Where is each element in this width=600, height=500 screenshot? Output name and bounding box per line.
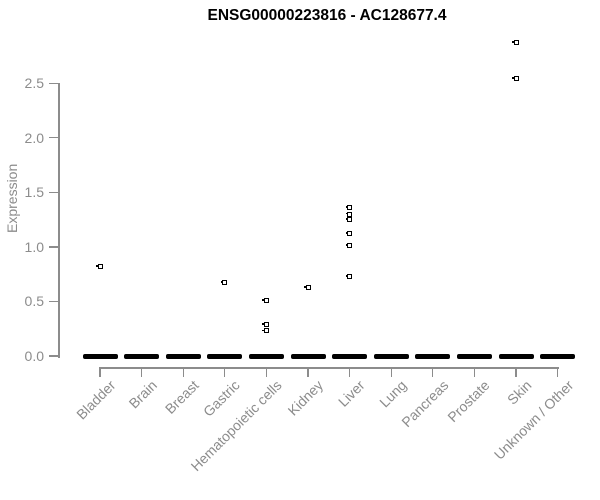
x-category-label: Unknown / Other — [490, 377, 576, 463]
zero-expression-cluster — [415, 353, 451, 359]
data-point — [345, 231, 353, 237]
zero-expression-cluster — [332, 353, 368, 359]
zero-expression-cluster — [290, 353, 326, 359]
y-tick-label: 1.0 — [24, 238, 44, 255]
x-tick-mark — [473, 368, 476, 377]
y-tick-mark — [49, 355, 59, 357]
x-tick-mark — [307, 368, 309, 377]
data-point — [262, 297, 269, 303]
data-point — [345, 211, 353, 217]
y-tick-mark — [49, 82, 59, 84]
x-category-label: Bladder — [72, 377, 119, 423]
zero-expression-cluster — [165, 353, 201, 359]
x-category-label: Skin — [503, 377, 535, 408]
y-tick-label: 1.5 — [24, 184, 44, 201]
y-tick-mark — [49, 191, 59, 194]
x-axis-line — [99, 367, 559, 369]
zero-expression-cluster — [498, 353, 534, 359]
zero-expression-cluster — [124, 353, 160, 359]
x-tick-mark — [224, 368, 226, 377]
data-point — [511, 40, 519, 46]
data-point — [345, 273, 353, 279]
data-point — [345, 205, 353, 211]
data-point — [95, 264, 103, 270]
data-point — [220, 280, 228, 286]
zero-expression-cluster — [456, 353, 492, 359]
x-tick-mark — [515, 368, 517, 377]
y-axis-line — [58, 82, 60, 358]
x-tick-mark — [390, 368, 392, 377]
x-category-label: Liver — [335, 377, 368, 410]
zero-expression-cluster — [248, 353, 284, 359]
x-category-label: Breast — [161, 377, 202, 417]
y-tick-label: 2.5 — [24, 75, 44, 92]
zero-expression-cluster — [540, 353, 576, 359]
data-point — [262, 328, 269, 334]
y-tick-mark — [49, 137, 59, 139]
x-category-label: Kidney — [284, 377, 327, 419]
x-category-label: Prostate — [444, 377, 493, 426]
data-point — [262, 321, 269, 327]
x-tick-mark — [182, 368, 184, 377]
x-category-label: Lung — [376, 377, 410, 411]
chart-title: ENSG00000223816 - AC128677.4 — [207, 7, 447, 24]
zero-expression-cluster — [82, 353, 118, 359]
x-tick-mark — [432, 368, 434, 377]
data-point — [511, 76, 519, 82]
zero-expression-cluster — [207, 353, 243, 359]
y-tick-label: 0.5 — [24, 293, 44, 310]
x-tick-mark — [140, 368, 143, 377]
y-tick-label: 0.0 — [24, 348, 44, 364]
data-point — [303, 284, 311, 290]
x-tick-mark — [556, 368, 559, 377]
data-point — [345, 243, 353, 249]
y-tick-mark — [49, 300, 59, 303]
zero-expression-cluster — [373, 353, 409, 359]
y-tick-mark — [49, 246, 59, 248]
y-tick-label: 2.0 — [24, 129, 44, 146]
x-tick-mark — [99, 368, 101, 377]
data-point — [345, 217, 353, 223]
x-tick-mark — [265, 368, 268, 377]
x-tick-mark — [348, 368, 351, 377]
x-category-label: Brain — [125, 377, 160, 412]
